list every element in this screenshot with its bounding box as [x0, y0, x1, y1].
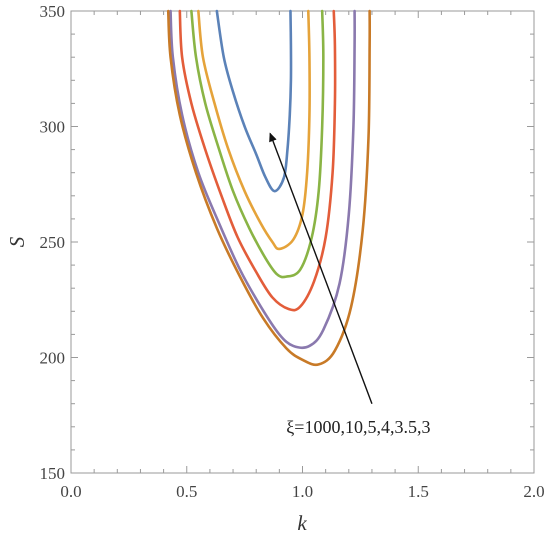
series-line-5 — [169, 9, 356, 349]
tick-labels: 0.0 0.5 1.0 1.5 2.0 150 200 250 300 350 — [40, 2, 545, 501]
annotation-text: ξ=1000,10,5,4,3.5,3 — [286, 417, 430, 437]
plot-frame — [70, 10, 535, 474]
x-tick-label: 2.0 — [523, 482, 544, 501]
y-tick-label: 200 — [40, 349, 66, 368]
y-tick-label: 300 — [40, 118, 66, 137]
y-axis-label: S — [5, 236, 29, 247]
series-line-6 — [166, 9, 372, 367]
ticks — [70, 10, 535, 474]
series-line-1 — [215, 9, 293, 193]
series-line-4 — [178, 9, 337, 312]
y-tick-label: 150 — [40, 464, 66, 483]
x-tick-label: 0.0 — [60, 482, 81, 501]
x-axis-label: k — [297, 511, 307, 535]
series-line-2 — [197, 9, 311, 251]
annotation-arrow — [269, 132, 373, 404]
x-tick-label: 1.5 — [408, 482, 429, 501]
x-tick-label: 1.0 — [292, 482, 313, 501]
curves — [166, 9, 372, 367]
y-tick-label: 350 — [40, 2, 66, 21]
series-line-3 — [190, 9, 325, 279]
y-tick-label: 250 — [40, 233, 66, 252]
x-tick-label: 0.5 — [176, 482, 197, 501]
